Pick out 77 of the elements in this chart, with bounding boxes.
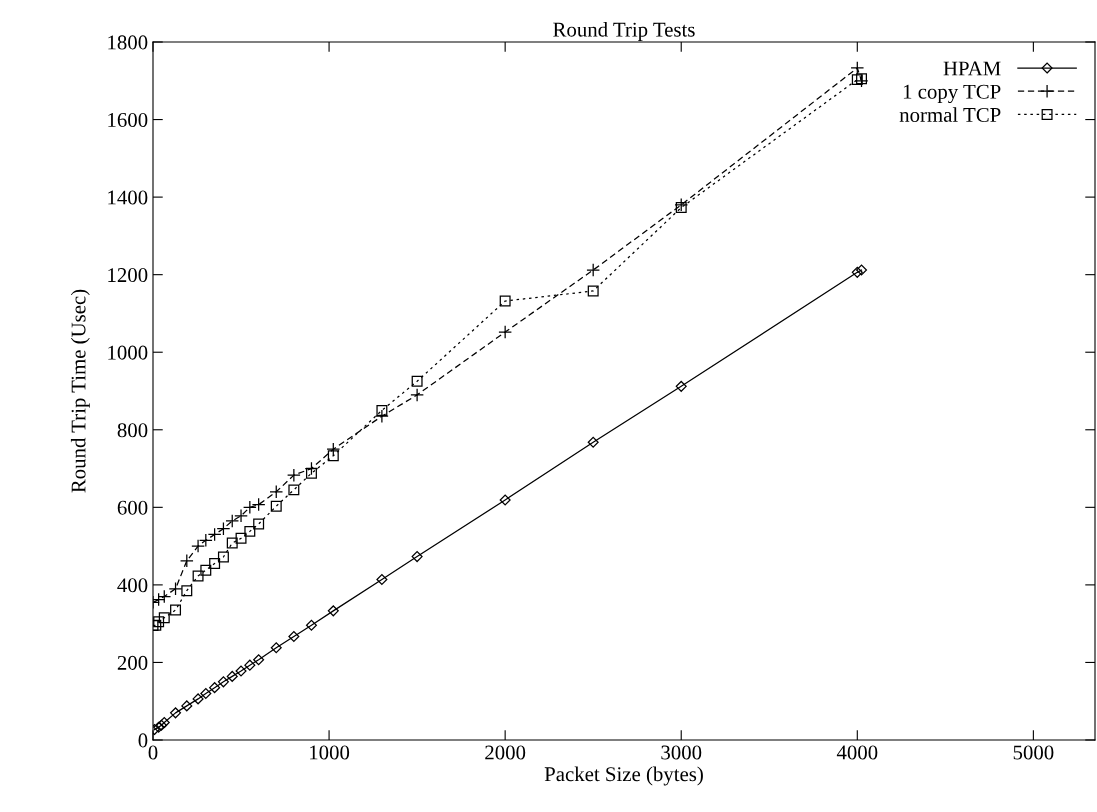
- point: [587, 436, 599, 448]
- point: [217, 676, 229, 688]
- point: [850, 61, 865, 75]
- point: [675, 380, 687, 392]
- point: [675, 202, 687, 214]
- point: [269, 484, 284, 499]
- point: [192, 570, 204, 582]
- point: [305, 619, 318, 631]
- point: [499, 295, 511, 307]
- point: [376, 404, 388, 416]
- point: [410, 388, 424, 402]
- point: [587, 285, 599, 297]
- point: [200, 687, 212, 700]
- point: [499, 494, 511, 506]
- x-axis-title: Packet Size (bytes): [544, 766, 703, 786]
- legend-label: 1 copy TCP: [903, 84, 1001, 104]
- point: [851, 74, 863, 86]
- y-tick-label: 200: [117, 655, 148, 670]
- point: [288, 630, 300, 642]
- point: [226, 537, 238, 549]
- point: [244, 659, 256, 671]
- point: [253, 654, 265, 666]
- legend-label: HPAM: [943, 61, 1001, 76]
- y-tick-label: 600: [117, 500, 148, 515]
- y-axis-title: Round Trip Time (Usec): [70, 289, 90, 493]
- point: [235, 532, 247, 544]
- chart-title: Round Trip Tests: [553, 21, 695, 41]
- point: [217, 551, 229, 563]
- point: [288, 484, 300, 496]
- legend-label: normal TCP: [899, 107, 1001, 122]
- point: [181, 700, 193, 712]
- point: [327, 450, 339, 462]
- point: [327, 605, 339, 617]
- point: [226, 670, 238, 682]
- y-tick-label: 400: [117, 578, 148, 593]
- point: [242, 500, 257, 515]
- point: [855, 264, 868, 276]
- point: [411, 375, 423, 387]
- point: [244, 525, 256, 537]
- point: [286, 468, 301, 483]
- point: [179, 553, 194, 568]
- x-tick-label: 2000: [485, 745, 526, 760]
- point: [168, 581, 183, 596]
- y-tick-label: 800: [117, 423, 148, 438]
- point: [170, 707, 182, 719]
- point: [376, 573, 388, 585]
- x-tick-label: 3000: [661, 745, 702, 760]
- x-tick-label: 0: [148, 745, 158, 760]
- point: [251, 497, 266, 512]
- x-tick-label: 4000: [836, 745, 878, 760]
- point: [326, 442, 341, 457]
- point: [305, 467, 317, 479]
- point: [157, 589, 172, 604]
- point: [200, 564, 212, 576]
- point: [235, 665, 247, 677]
- y-tick-label: 1400: [108, 190, 148, 205]
- y-tick-label: 1200: [108, 268, 148, 283]
- point: [270, 642, 282, 654]
- point: [181, 585, 193, 597]
- x-tick-label: 1000: [310, 745, 350, 760]
- point: [158, 612, 170, 624]
- point: [586, 263, 601, 277]
- point: [253, 518, 265, 530]
- y-tick-label: 0: [138, 733, 148, 748]
- point: [209, 682, 221, 694]
- x-tick-label: 5000: [1013, 745, 1054, 760]
- y-tick-label: 1800: [108, 35, 148, 50]
- point: [375, 409, 389, 424]
- point: [498, 325, 513, 339]
- point: [192, 693, 204, 705]
- point: [411, 551, 423, 563]
- y-tick-label: 1000: [108, 345, 148, 360]
- point: [270, 500, 282, 512]
- point: [851, 266, 863, 278]
- point: [209, 558, 221, 570]
- y-tick-label: 1600: [108, 112, 148, 127]
- point: [170, 604, 182, 616]
